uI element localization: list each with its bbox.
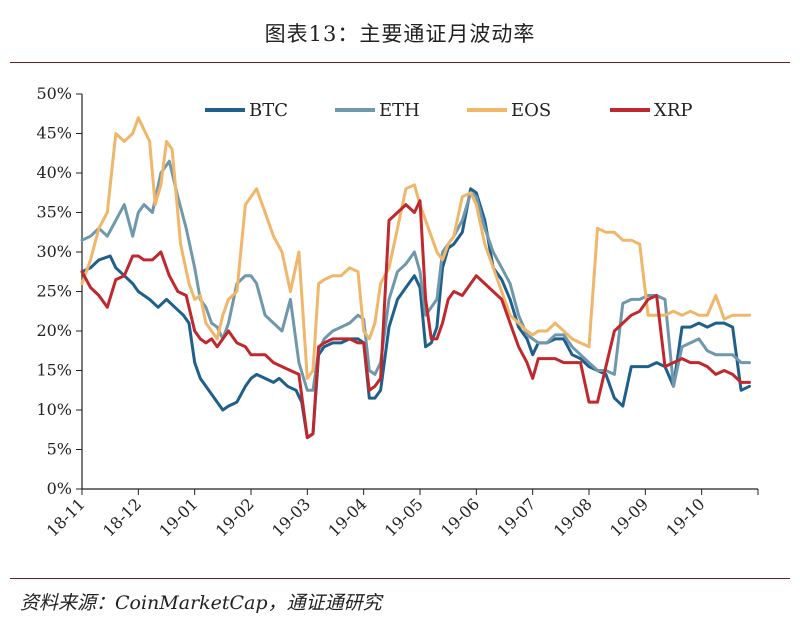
legend-label-eos: EOS [511,100,551,121]
x-tick-label: 19-02 [212,494,258,540]
legend-label-eth: ETH [379,100,420,121]
title-divider [10,62,790,63]
legend-label-btc: BTC [249,100,288,121]
legend: BTC ETH EOS XRP [205,100,692,121]
y-axis: 0% 5% 10% 15% 20% 25% 30% 35% 40% 45% 50% [36,84,83,498]
legend-label-xrp: XRP [654,100,692,121]
line-chart: 0% 5% 10% 15% 20% 25% 30% 35% 40% 45% 50% 18-11 18-… [36,84,759,540]
source-divider [10,578,790,579]
x-tick-label: 19-09 [606,494,652,540]
y-tick-label: 10% [36,400,72,419]
y-tick-label: 15% [36,361,72,380]
x-axis: 18-11 18-12 19-01 19-02 19-03 19-04 19-05 19-06… [43,488,759,540]
y-tick-label: 25% [36,282,72,301]
y-tick-label: 5% [47,440,72,459]
chart-area: 0% 5% 10% 15% 20% 25% 30% 35% 40% 45% 50% 18-11 18-… [0,70,800,575]
series-line-eth [80,159,751,392]
x-tick-label: 19-03 [268,494,314,540]
x-tick-label: 19-04 [324,494,370,540]
x-tick-label: 19-08 [550,494,596,540]
y-tick-label: 20% [36,321,72,340]
series-line-xrp [80,199,751,440]
x-tick-label: 18-11 [43,494,89,540]
x-tick-label: 19-10 [662,494,708,540]
y-tick-label: 40% [36,163,72,182]
series-lines [80,116,751,440]
source-note: 资料来源：CoinMarketCap，通证通研究 [20,592,382,614]
y-tick-label: 50% [36,84,72,103]
x-tick-label: 19-06 [437,494,483,540]
y-tick-label: 35% [36,203,72,222]
chart-title: 图表13：主要通证月波动率 [264,22,536,46]
y-tick-label: 0% [47,479,72,498]
x-tick-label: 19-01 [155,494,201,540]
x-tick-label: 18-12 [99,494,145,540]
x-tick-label: 19-07 [493,494,539,540]
x-tick-label: 19-05 [381,494,427,540]
series-line-eos [80,116,751,380]
series-line-btc [80,187,751,440]
y-tick-label: 45% [36,124,72,143]
y-tick-label: 30% [36,242,72,261]
